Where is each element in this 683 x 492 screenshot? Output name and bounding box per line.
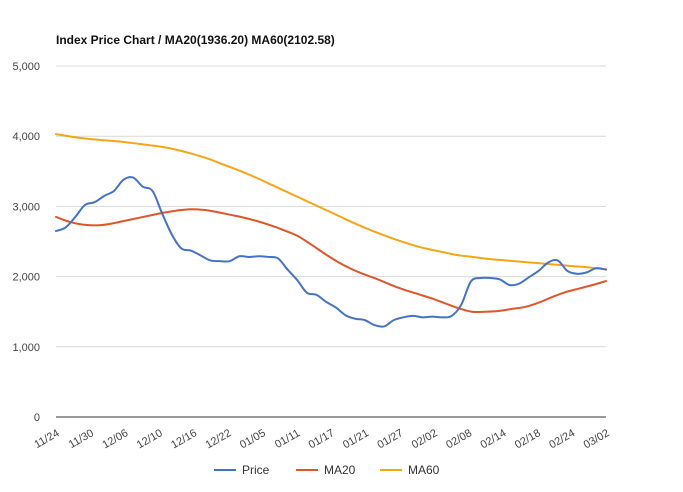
x-tick-label: 02/02 bbox=[410, 427, 440, 451]
x-tick-label: 02/18 bbox=[513, 427, 543, 451]
axes: 0 1,000 2,000 3,000 4,000 5,000 11/24 11/30 12/0… bbox=[12, 61, 611, 451]
legend-label-price: Price bbox=[242, 463, 270, 477]
y-tick-label: 4,000 bbox=[12, 131, 40, 143]
x-tick-label: 02/14 bbox=[479, 427, 509, 451]
x-tick-label: 02/08 bbox=[444, 427, 474, 451]
x-tick-label: 02/24 bbox=[547, 427, 577, 451]
y-tick-label: 0 bbox=[34, 412, 40, 424]
series-line-price bbox=[55, 176, 607, 328]
x-tick-label: 03/02 bbox=[582, 427, 612, 451]
legend-label-ma20: MA20 bbox=[324, 463, 356, 477]
series-line-ma20 bbox=[55, 208, 607, 313]
y-tick-label: 1,000 bbox=[12, 342, 40, 354]
gridlines bbox=[56, 65, 606, 348]
chart-title: Index Price Chart / MA20(1936.20) MA60(2… bbox=[56, 33, 335, 47]
series-lines bbox=[55, 133, 607, 328]
x-tick-label: 12/16 bbox=[169, 427, 199, 451]
series-line-ma60 bbox=[55, 133, 607, 271]
x-tick-label: 01/05 bbox=[238, 427, 268, 451]
x-tick-label: 11/24 bbox=[32, 427, 61, 451]
x-tick-label: 12/10 bbox=[135, 427, 165, 451]
x-tick-label: 01/27 bbox=[375, 427, 405, 451]
y-tick-label: 5,000 bbox=[12, 61, 40, 73]
x-tick-label: 12/22 bbox=[204, 427, 234, 451]
x-tick-label: 11/30 bbox=[67, 427, 96, 451]
x-tick-label: 01/17 bbox=[307, 427, 337, 451]
x-tick-label: 12/06 bbox=[100, 427, 130, 451]
y-tick-label: 2,000 bbox=[12, 272, 40, 284]
x-tick-label: 01/21 bbox=[341, 427, 371, 451]
x-tick-label: 01/11 bbox=[273, 427, 302, 451]
y-tick-label: 3,000 bbox=[12, 201, 40, 213]
legend-label-ma60: MA60 bbox=[408, 463, 440, 477]
legend: Price MA20 MA60 bbox=[214, 463, 440, 477]
